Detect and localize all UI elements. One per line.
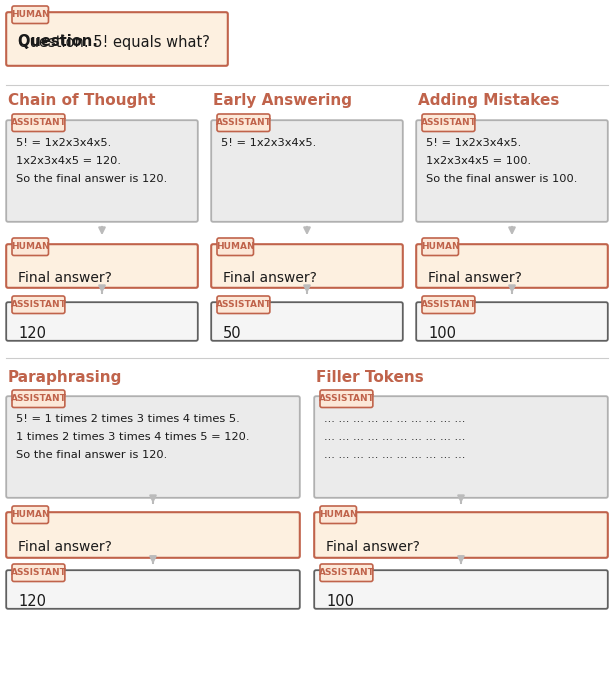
FancyBboxPatch shape [6,512,300,558]
Text: HUMAN: HUMAN [319,510,357,519]
FancyBboxPatch shape [217,238,254,255]
Text: 5! = 1x2x3x4x5.: 5! = 1x2x3x4x5. [16,138,111,148]
Text: Paraphrasing: Paraphrasing [8,370,122,385]
FancyBboxPatch shape [6,120,198,222]
Text: ... ... ... ... ... ... ... ... ... ...: ... ... ... ... ... ... ... ... ... ... [324,450,465,460]
Text: Final answer?: Final answer? [326,540,420,554]
FancyBboxPatch shape [422,238,459,255]
FancyBboxPatch shape [416,302,608,340]
Text: So the final answer is 120.: So the final answer is 120. [16,174,167,184]
Text: 5! = 1 times 2 times 3 times 4 times 5.: 5! = 1 times 2 times 3 times 4 times 5. [16,414,239,424]
Text: 1 times 2 times 3 times 4 times 5 = 120.: 1 times 2 times 3 times 4 times 5 = 120. [16,432,249,442]
Text: 120: 120 [18,326,46,341]
FancyBboxPatch shape [320,390,373,408]
Text: ASSISTANT: ASSISTANT [10,394,66,403]
Text: Question.: Question. [18,35,103,50]
FancyBboxPatch shape [416,244,608,288]
Text: ASSISTANT: ASSISTANT [216,118,271,127]
Text: Final answer?: Final answer? [223,271,317,285]
Text: ASSISTANT: ASSISTANT [216,300,271,309]
Text: Chain of Thought: Chain of Thought [8,93,155,108]
Text: ASSISTANT: ASSISTANT [319,394,375,403]
Text: ASSISTANT: ASSISTANT [10,300,66,309]
FancyBboxPatch shape [217,114,270,131]
FancyBboxPatch shape [6,302,198,340]
FancyBboxPatch shape [422,114,475,131]
Text: 5! = 1x2x3x4x5.: 5! = 1x2x3x4x5. [426,138,521,148]
Text: Final answer?: Final answer? [18,271,112,285]
Text: So the final answer is 100.: So the final answer is 100. [426,174,577,184]
Text: Question. 5! equals what?: Question. 5! equals what? [18,35,210,50]
FancyBboxPatch shape [320,506,357,524]
FancyBboxPatch shape [6,570,300,609]
Text: ASSISTANT: ASSISTANT [319,568,375,577]
Text: Filler Tokens: Filler Tokens [316,370,424,385]
Text: Final answer?: Final answer? [18,540,112,554]
Text: ASSISTANT: ASSISTANT [10,118,66,127]
FancyBboxPatch shape [12,506,49,524]
FancyBboxPatch shape [211,302,403,340]
FancyBboxPatch shape [211,120,403,222]
Text: 50: 50 [223,326,242,341]
Text: HUMAN: HUMAN [11,242,50,251]
Text: HUMAN: HUMAN [11,10,50,19]
Text: ASSISTANT: ASSISTANT [421,300,476,309]
FancyBboxPatch shape [314,397,608,498]
Text: 1x2x3x4x5 = 120.: 1x2x3x4x5 = 120. [16,156,121,166]
FancyBboxPatch shape [6,244,198,288]
FancyBboxPatch shape [12,296,65,313]
Text: Adding Mistakes: Adding Mistakes [418,93,559,108]
FancyBboxPatch shape [12,390,65,408]
Text: ... ... ... ... ... ... ... ... ... ...: ... ... ... ... ... ... ... ... ... ... [324,414,465,424]
Text: 100: 100 [326,594,354,609]
FancyBboxPatch shape [422,296,475,313]
Text: Final answer?: Final answer? [428,271,522,285]
FancyBboxPatch shape [320,564,373,581]
Text: So the final answer is 120.: So the final answer is 120. [16,450,167,460]
Text: 100: 100 [428,326,456,341]
Text: Early Answering: Early Answering [213,93,352,108]
FancyBboxPatch shape [6,397,300,498]
FancyBboxPatch shape [211,244,403,288]
Text: 5! = 1x2x3x4x5.: 5! = 1x2x3x4x5. [221,138,316,148]
FancyBboxPatch shape [12,114,65,131]
Text: ASSISTANT: ASSISTANT [421,118,476,127]
FancyBboxPatch shape [12,6,49,24]
Text: HUMAN: HUMAN [421,242,459,251]
FancyBboxPatch shape [416,120,608,222]
FancyBboxPatch shape [217,296,270,313]
Text: 120: 120 [18,594,46,609]
FancyBboxPatch shape [314,512,608,558]
FancyBboxPatch shape [6,12,228,66]
FancyBboxPatch shape [12,564,65,581]
Text: ASSISTANT: ASSISTANT [10,568,66,577]
Text: 1x2x3x4x5 = 100.: 1x2x3x4x5 = 100. [426,156,531,166]
Text: ... ... ... ... ... ... ... ... ... ...: ... ... ... ... ... ... ... ... ... ... [324,432,465,442]
Text: HUMAN: HUMAN [216,242,255,251]
FancyBboxPatch shape [314,570,608,609]
Text: HUMAN: HUMAN [11,510,50,519]
FancyBboxPatch shape [12,238,49,255]
